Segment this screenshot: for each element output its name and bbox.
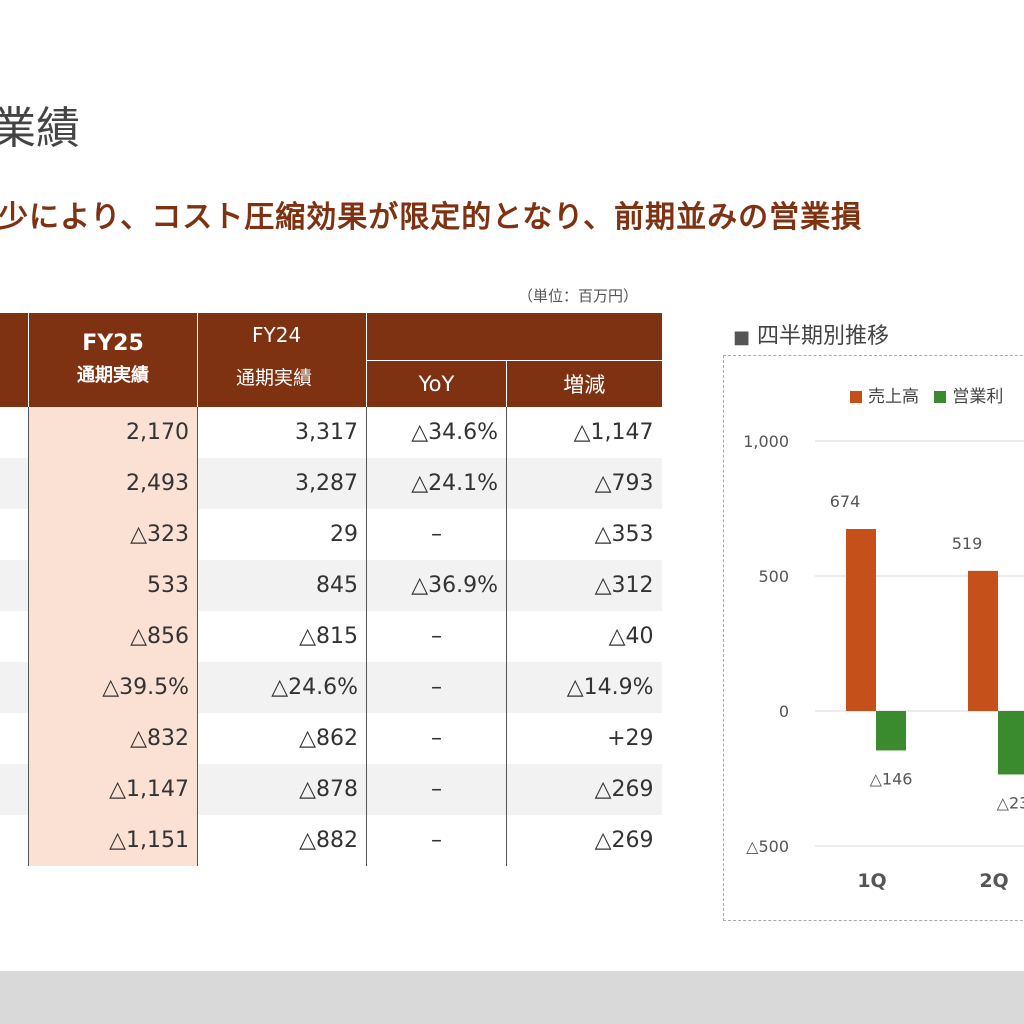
- bar-sales: [846, 529, 876, 711]
- row-label-cell: [0, 815, 29, 866]
- header-fy24: FY24 通期実績: [197, 313, 367, 407]
- cell-change: △14.9%: [506, 662, 662, 713]
- table-row: △323 29– △353: [0, 509, 662, 560]
- legend-swatch-sales: [850, 391, 862, 403]
- legend-label-sales: 売上高: [868, 387, 919, 407]
- table-row: 2,493 3,287 △24.1% △793: [0, 458, 662, 509]
- cell-yoy: –: [366, 713, 507, 764]
- footer-band: [0, 971, 1024, 1024]
- legend-item-sales: 売上高: [850, 387, 924, 407]
- unit-note: （単位：百万円）: [518, 287, 639, 305]
- bar-op-income: [876, 711, 906, 751]
- cell-change: △40: [506, 611, 662, 662]
- cell-fy24: △878: [197, 764, 367, 815]
- x-category-label: 2Q: [979, 870, 1008, 892]
- table-row: △856 △815– △40: [0, 611, 662, 662]
- header-fy25-sub: 通期実績: [77, 365, 149, 386]
- header-fy25-label: FY25: [82, 331, 144, 356]
- cell-yoy: –: [366, 611, 507, 662]
- data-label-sales: 519: [952, 534, 983, 553]
- cell-fy25: △323: [28, 509, 198, 560]
- row-label-cell: [0, 611, 29, 662]
- table-row: 533 845 △36.9% △312: [0, 560, 662, 611]
- cell-change: +29: [506, 713, 662, 764]
- cell-fy25: △856: [28, 611, 198, 662]
- cell-yoy: –: [366, 662, 507, 713]
- chart-heading: ■ 四半期別推移: [733, 318, 889, 350]
- data-label-op-income: △23: [997, 793, 1024, 812]
- cell-yoy: △24.1%: [366, 458, 507, 509]
- y-tick-label: 1,000: [743, 432, 789, 451]
- bar-sales: [968, 570, 998, 711]
- cell-yoy: –: [366, 509, 507, 560]
- data-label-sales: 674: [830, 492, 861, 511]
- financial-results-table: FY25 通期実績 FY24 通期実績 YoY 増減 2,170 3,317 △34…: [0, 313, 662, 866]
- cell-fy24: 29: [197, 509, 367, 560]
- header-fy25: FY25 通期実績: [28, 313, 198, 407]
- cell-fy24: △882: [197, 815, 367, 866]
- header-label-cell: [0, 313, 29, 407]
- cell-fy25: 2,170: [28, 407, 198, 458]
- legend-item-op-income: 営業利: [934, 387, 1003, 407]
- row-label-cell: [0, 407, 29, 458]
- cell-change: △312: [506, 560, 662, 611]
- table-row: △39.5% △24.6% – △14.9%: [0, 662, 662, 713]
- cell-change: △353: [506, 509, 662, 560]
- cell-fy25: △1,147: [28, 764, 198, 815]
- row-label-cell: [0, 509, 29, 560]
- header-fy24-sub: 通期実績: [236, 367, 313, 389]
- bar-op-income: [998, 711, 1024, 775]
- cell-fy25: △832: [28, 713, 198, 764]
- row-label-cell: [0, 662, 29, 713]
- header-fy24-compare-group: [366, 313, 662, 360]
- cell-yoy: △36.9%: [366, 560, 507, 611]
- cell-change: △1,147: [506, 407, 662, 458]
- page-title: 業績: [0, 103, 80, 154]
- table-row: 2,170 3,317 △34.6% △1,147: [0, 407, 662, 458]
- cell-fy24: 845: [197, 560, 367, 611]
- cell-change: △793: [506, 458, 662, 509]
- table-row: △1,151 △882– △269: [0, 815, 662, 866]
- row-label-cell: [0, 560, 29, 611]
- header-change: 増減: [506, 359, 662, 407]
- cell-fy24: 3,287: [197, 458, 367, 509]
- cell-fy24: △24.6%: [197, 662, 367, 713]
- row-label-cell: [0, 713, 29, 764]
- table-row: △832 △862– +29: [0, 713, 662, 764]
- cell-yoy: △34.6%: [366, 407, 507, 458]
- y-tick-label: 500: [758, 567, 789, 586]
- cell-fy25: 533: [28, 560, 198, 611]
- cell-fy24: △862: [197, 713, 367, 764]
- data-label-op-income: △146: [870, 769, 913, 788]
- cell-fy25: △39.5%: [28, 662, 198, 713]
- cell-fy24: △815: [197, 611, 367, 662]
- header-fy24-label: FY24: [252, 323, 302, 347]
- chart-panel: [723, 355, 1024, 921]
- cell-fy24: 3,317: [197, 407, 367, 458]
- chart-heading-text: 四半期別推移: [757, 324, 890, 349]
- y-tick-label: △500: [746, 837, 789, 856]
- cell-yoy: –: [366, 815, 507, 866]
- table-body: 2,170 3,317 △34.6% △1,147 2,493 3,287 △24.1% △7…: [0, 407, 662, 866]
- chart-heading-marker: ■: [733, 327, 751, 348]
- page-subtitle: 少により、コスト圧縮効果が限定的となり、前期並みの営業損: [0, 200, 863, 235]
- cell-fy25: 2,493: [28, 458, 198, 509]
- cell-fy25: △1,151: [28, 815, 198, 866]
- x-category-label: 1Q: [857, 870, 886, 892]
- legend-swatch-op-income: [934, 391, 947, 403]
- row-label-cell: [0, 764, 29, 815]
- y-tick-label: 0: [779, 702, 789, 721]
- cell-change: △269: [506, 815, 662, 866]
- row-label-cell: [0, 458, 29, 509]
- header-yoy: YoY: [366, 359, 507, 407]
- legend-label-op-income: 営業利: [952, 387, 1004, 407]
- table-row: △1,147 △878– △269: [0, 764, 662, 815]
- chart-legend: 売上高 営業利: [850, 382, 1013, 407]
- cell-yoy: –: [366, 764, 507, 815]
- cell-change: △269: [506, 764, 662, 815]
